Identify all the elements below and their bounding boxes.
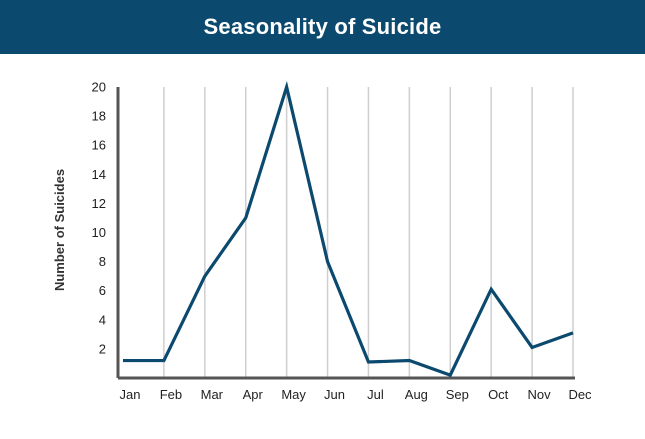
chart-title: Seasonality of Suicide bbox=[203, 14, 442, 39]
y-tick-labels: 2 4 6 8 10 12 14 16 18 20 bbox=[92, 80, 106, 357]
title-bar: Seasonality of Suicide bbox=[0, 0, 645, 54]
x-tick-label: Mar bbox=[201, 387, 224, 402]
y-axis-label: Number of Suicides bbox=[52, 169, 67, 291]
x-tick-labels: Jan Feb Mar Apr May Jun Jul Aug Sep Oct Nov Dec bbox=[120, 387, 593, 402]
y-tick-label: 14 bbox=[92, 167, 106, 182]
y-tick-label: 16 bbox=[92, 138, 106, 153]
x-tick-label: Apr bbox=[243, 387, 264, 402]
x-tick-label: Feb bbox=[160, 387, 182, 402]
y-tick-label: 6 bbox=[99, 283, 106, 298]
x-tick-label: Nov bbox=[528, 387, 552, 402]
axes bbox=[116, 87, 575, 380]
x-tick-label: Aug bbox=[405, 387, 428, 402]
x-tick-label: Dec bbox=[568, 387, 592, 402]
series-line bbox=[123, 80, 574, 378]
x-tick-label: Jan bbox=[120, 387, 141, 402]
x-tick-label: Jun bbox=[324, 387, 345, 402]
y-tick-label: 20 bbox=[92, 80, 106, 95]
x-tick-label: May bbox=[281, 387, 306, 402]
y-tick-label: 10 bbox=[92, 225, 106, 240]
x-tick-label: Jul bbox=[367, 387, 384, 402]
y-tick-label: 8 bbox=[99, 254, 106, 269]
grid-lines bbox=[163, 87, 574, 378]
y-tick-label: 4 bbox=[99, 312, 106, 327]
y-tick-label: 18 bbox=[92, 109, 106, 124]
y-tick-label: 12 bbox=[92, 196, 106, 211]
y-tick-label: 2 bbox=[99, 341, 106, 356]
x-tick-label: Sep bbox=[446, 387, 469, 402]
series-layer bbox=[123, 80, 574, 378]
x-tick-label: Oct bbox=[488, 387, 509, 402]
